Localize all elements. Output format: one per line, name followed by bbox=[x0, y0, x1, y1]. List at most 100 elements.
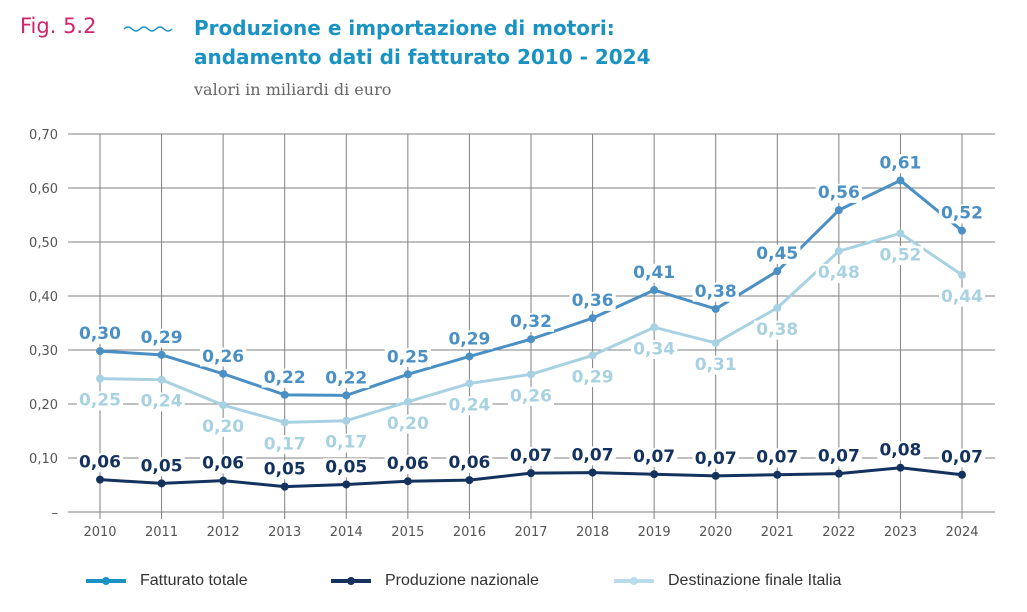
data-point bbox=[527, 370, 535, 379]
data-label-background bbox=[631, 340, 678, 360]
data-label-background bbox=[200, 454, 247, 474]
data-label: 0,22 bbox=[325, 368, 367, 388]
data-point bbox=[896, 176, 905, 185]
data-label: 0,25 bbox=[79, 391, 121, 411]
data-point bbox=[342, 416, 351, 425]
data-label: 0,05 bbox=[141, 456, 183, 476]
data-point bbox=[280, 390, 289, 399]
data-label: 0,29 bbox=[141, 328, 183, 348]
data-label-background bbox=[200, 347, 247, 367]
data-label-background bbox=[446, 330, 493, 350]
x-tick-label: 2013 bbox=[268, 525, 301, 540]
wave-decoration-icon bbox=[123, 26, 173, 32]
data-point bbox=[157, 479, 166, 488]
data-label-background bbox=[384, 454, 431, 474]
data-point bbox=[711, 471, 720, 480]
x-tick-label: 2014 bbox=[330, 525, 363, 540]
y-tick-label: 0,10 bbox=[29, 452, 58, 467]
chart-title: Produzione e importazione di motori: and… bbox=[194, 14, 651, 72]
data-point bbox=[958, 470, 966, 479]
legend-swatch-destinazione-finale-italia bbox=[614, 577, 654, 585]
x-tick-label: 2021 bbox=[761, 525, 794, 540]
data-label: 0,29 bbox=[448, 329, 490, 349]
data-label-background bbox=[446, 453, 493, 473]
data-label-background bbox=[76, 324, 124, 344]
data-point bbox=[219, 476, 228, 485]
data-label-background bbox=[692, 355, 739, 375]
legend-item-destinazione-finale-italia: Destinazione finale Italia bbox=[614, 570, 841, 592]
data-label: 0,20 bbox=[202, 417, 244, 437]
data-point bbox=[958, 226, 966, 235]
x-tick-label: 2010 bbox=[83, 525, 116, 540]
data-label: 0,20 bbox=[387, 414, 429, 434]
data-label: 0,45 bbox=[756, 244, 798, 264]
legend-dot bbox=[347, 577, 355, 585]
data-point bbox=[711, 304, 720, 313]
data-point bbox=[773, 470, 782, 479]
data-label: 0,30 bbox=[79, 324, 121, 344]
y-tick-label: 0,40 bbox=[29, 290, 58, 305]
data-label-background bbox=[754, 244, 801, 264]
legend-item-produzione-nazionale: Produzione nazionale bbox=[331, 570, 539, 592]
data-label: 0,06 bbox=[79, 453, 121, 473]
data-point bbox=[403, 370, 412, 379]
legend-swatch-produzione-nazionale bbox=[331, 577, 371, 585]
legend-label-fatturato-totale: Fatturato totale bbox=[140, 572, 248, 589]
data-label: 0,05 bbox=[325, 457, 367, 477]
data-point bbox=[527, 469, 535, 478]
data-label-background bbox=[938, 448, 986, 468]
data-label-background bbox=[138, 392, 185, 412]
x-tick-label: 2016 bbox=[453, 525, 486, 540]
x-tick-label: 2023 bbox=[884, 525, 917, 540]
data-label: 0,32 bbox=[510, 312, 552, 332]
data-point bbox=[834, 247, 843, 256]
x-tick-label: 2019 bbox=[638, 525, 671, 540]
data-label-background bbox=[631, 447, 678, 467]
data-label-background bbox=[138, 328, 185, 348]
data-point bbox=[650, 470, 659, 479]
data-label: 0,07 bbox=[695, 449, 737, 469]
chart-title-line2: andamento dati di fatturato 2010 - 2024 bbox=[194, 45, 651, 69]
data-point bbox=[403, 397, 412, 406]
data-label: 0,07 bbox=[818, 447, 860, 467]
data-label-background bbox=[261, 435, 308, 455]
legend-swatch-fatturato-totale bbox=[86, 577, 126, 585]
data-label: 0,25 bbox=[387, 347, 429, 367]
data-label-background bbox=[692, 282, 739, 302]
y-tick-label: – bbox=[52, 506, 59, 521]
data-point bbox=[96, 347, 104, 356]
data-point bbox=[219, 369, 228, 378]
data-label: 0,26 bbox=[510, 386, 552, 406]
data-point bbox=[465, 476, 474, 485]
data-point bbox=[527, 335, 535, 344]
data-label: 0,41 bbox=[633, 263, 675, 283]
data-label-background bbox=[138, 457, 185, 477]
data-label: 0,17 bbox=[264, 434, 306, 454]
data-point bbox=[157, 375, 166, 384]
data-label-background bbox=[507, 446, 555, 466]
data-point bbox=[280, 482, 289, 491]
data-label: 0,36 bbox=[572, 291, 614, 311]
legend-dot bbox=[102, 577, 110, 585]
data-label-background bbox=[323, 433, 370, 453]
data-label: 0,06 bbox=[387, 454, 429, 474]
data-label: 0,08 bbox=[879, 441, 921, 461]
data-label-background bbox=[446, 396, 493, 416]
data-label: 0,24 bbox=[141, 392, 183, 412]
legend-dot bbox=[630, 577, 638, 585]
data-label-background bbox=[631, 263, 678, 283]
data-point bbox=[588, 351, 597, 360]
data-label-background bbox=[323, 458, 370, 478]
legend-item-fatturato-totale: Fatturato totale bbox=[86, 570, 248, 592]
data-label-background bbox=[569, 446, 616, 466]
data-label: 0,07 bbox=[572, 446, 614, 466]
data-label-background bbox=[384, 414, 431, 434]
x-tick-label: 2012 bbox=[207, 525, 240, 540]
data-point bbox=[96, 475, 104, 484]
data-label-background bbox=[507, 312, 555, 332]
data-label-background bbox=[261, 460, 308, 480]
data-label: 0,26 bbox=[202, 347, 244, 367]
data-point bbox=[958, 270, 966, 279]
data-label-background bbox=[569, 291, 616, 311]
data-label: 0,29 bbox=[572, 367, 614, 387]
